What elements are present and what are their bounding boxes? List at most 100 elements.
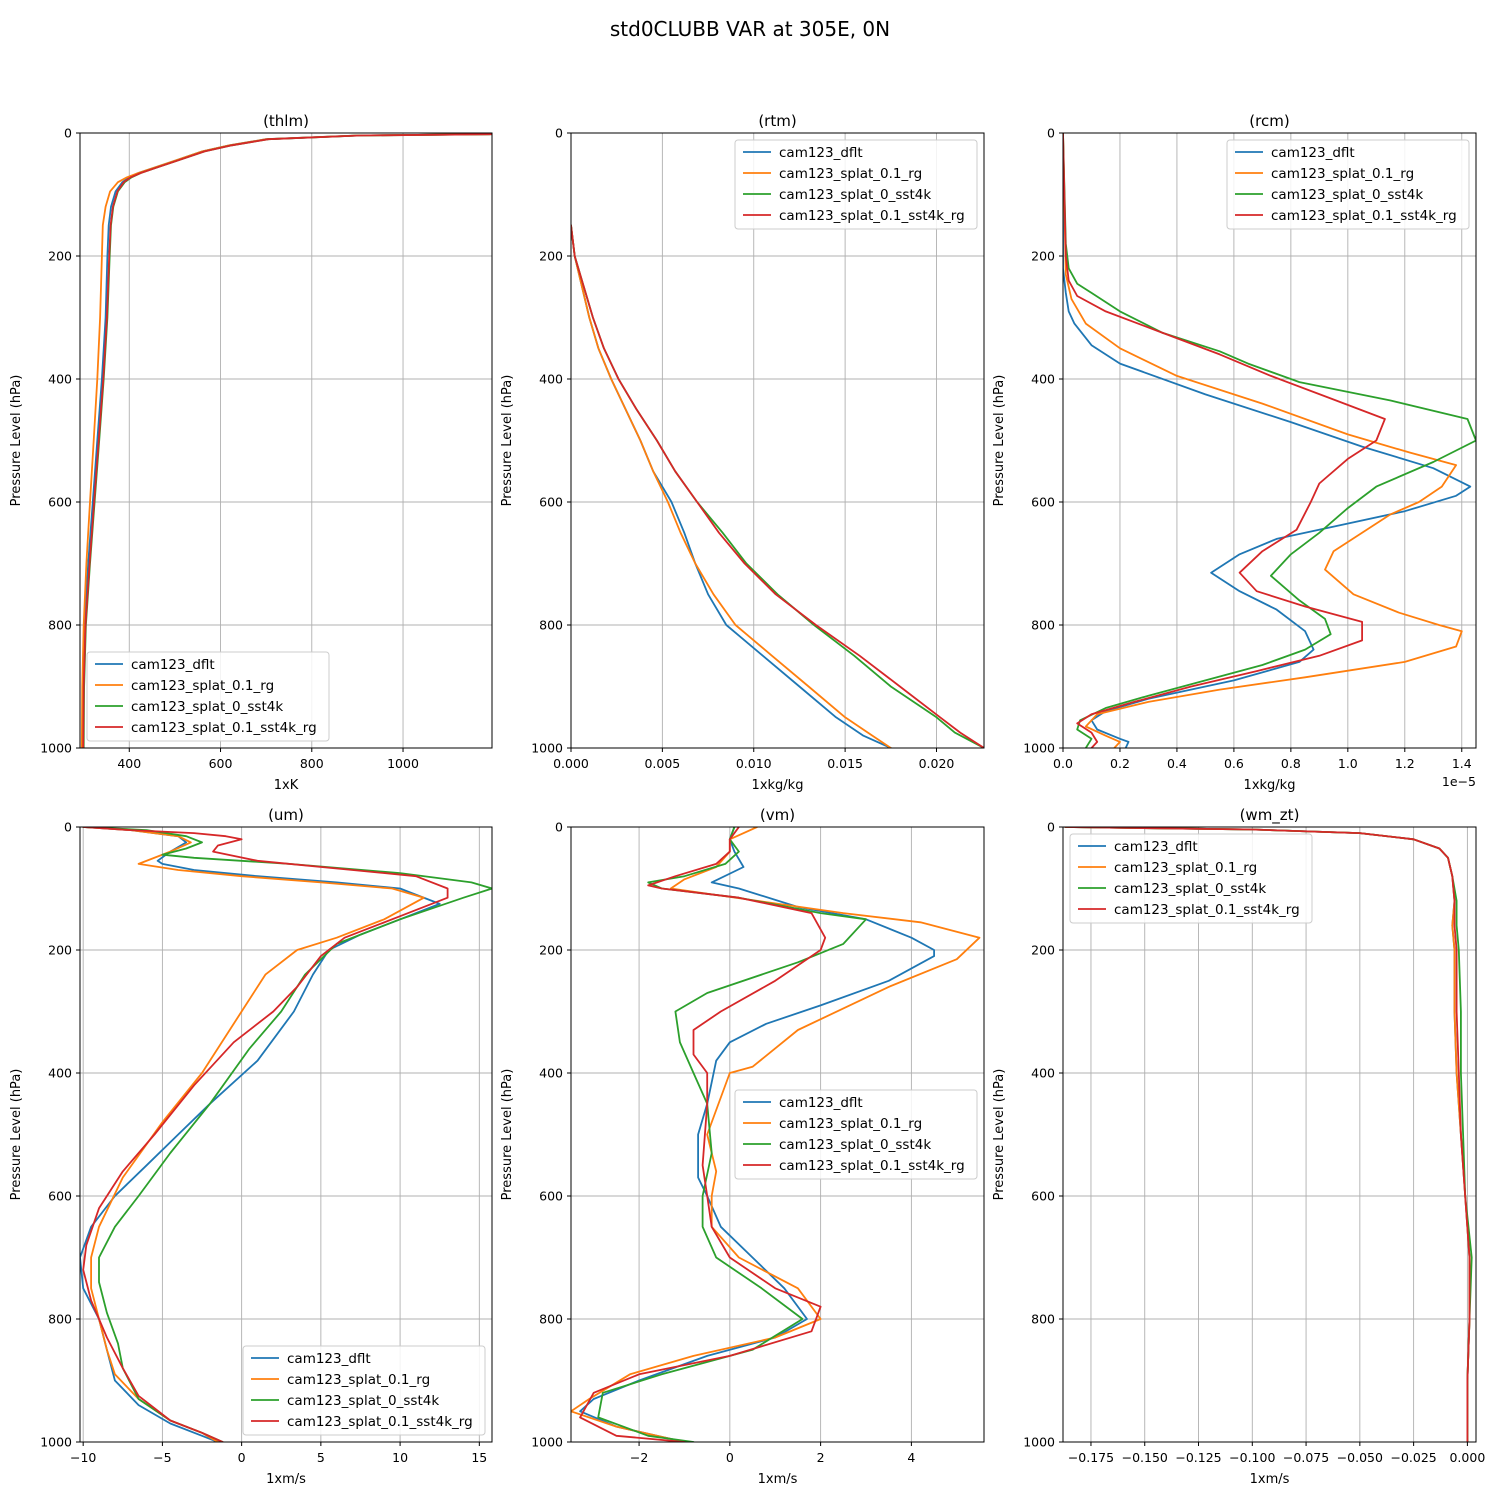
y-tick-label: 400 [1031,1066,1055,1081]
legend-label: cam123_dflt [779,145,863,161]
x-axis-label: 1xm/s [1250,1472,1290,1487]
y-tick-label: 200 [539,249,563,264]
legend-label: cam123_splat_0.1_sst4k_rg [779,208,965,224]
y-tick-label: 1000 [40,741,72,756]
y-axis-label: Pressure Level (hPa) [992,375,1007,507]
y-tick-label: 0 [555,820,563,835]
y-tick-label: 800 [48,618,72,633]
y-tick-label: 400 [1031,372,1055,387]
y-tick-label: 0 [1047,820,1055,835]
legend-label: cam123_splat_0.1_rg [131,678,274,694]
y-tick-label: 0 [64,126,72,141]
x-tick-label: 0.000 [1449,1450,1485,1465]
x-tick-label: 5 [317,1450,325,1465]
chart-panel-4: −10 −5 0 5 10 15 0 200 400 600 800 1000 (um) 1xm/s Pre… [9,806,493,1487]
x-tick-label: 400 [117,756,141,771]
legend-label: cam123_splat_0.1_rg [287,1372,430,1388]
x-tick-label: 1.0 [1338,756,1358,771]
series-line-cam123-splat-0-sst4k [571,224,984,748]
series-line-cam123-splat-0-sst4k [82,827,492,1442]
y-tick-label: 800 [48,1312,72,1327]
y-tick-label: 600 [48,1189,72,1204]
legend-label: cam123_splat_0.1_rg [779,166,922,182]
x-tick-label: 0.2 [1110,756,1130,771]
x-tick-label: 1.2 [1395,756,1415,771]
x-tick-label: 800 [300,756,324,771]
y-tick-label: 0 [555,126,563,141]
panel-title: (vm) [760,806,795,824]
y-tick-label: 200 [48,943,72,958]
y-axis-label: Pressure Level (hPa) [500,1069,515,1201]
series-line-cam123-splat-0-1-rg [82,827,425,1442]
panel-title: (rtm) [758,112,796,130]
y-tick-label: 1000 [531,741,563,756]
y-tick-label: 0 [64,820,72,835]
legend-label: cam123_dflt [779,1095,863,1111]
y-tick-label: 200 [539,943,563,958]
chart-panel-2: 0.000 0.005 0.010 0.015 0.020 0 200 400 600 800 10… [500,112,985,793]
series-line-cam123-splat-0-1-sst4k-rg [571,224,984,748]
legend-label: cam123_dflt [287,1351,371,1367]
x-tick-label: 0.015 [827,756,863,771]
series-line-cam123-splat-0-1-rg [571,827,981,1442]
y-tick-label: 1000 [1023,1435,1055,1450]
chart-panel-1: 400 600 800 1000 0 200 400 600 800 1000 (thlm) 1xK P… [9,112,493,793]
series-line-cam123-splat-0-1-rg [571,224,892,748]
x-axis-label: 1xkg/kg [752,778,804,793]
x-tick-label: 0.0 [1053,756,1073,771]
x-axis-label: 1xkg/kg [1244,778,1296,793]
y-tick-label: 1000 [1023,741,1055,756]
y-tick-label: 800 [539,618,563,633]
legend-label: cam123_splat_0.1_sst4k_rg [287,1414,473,1430]
legend: cam123_dflt cam123_splat_0.1_rg cam123_spl… [86,651,330,742]
x-tick-label: 0.005 [644,756,680,771]
y-tick-label: 400 [539,1066,563,1081]
x-tick-label: 1.4 [1452,756,1472,771]
y-tick-label: 600 [1031,495,1055,510]
y-tick-label: 600 [539,1189,563,1204]
x-tick-label: 0.6 [1224,756,1244,771]
series-line-cam123-splat-0-1-sst4k-rg [579,827,827,1442]
series-line-cam123-splat-0-1-sst4k-rg [82,827,449,1442]
legend: cam123_dflt cam123_splat_0.1_rg cam123_spl… [242,1345,486,1436]
legend-label: cam123_splat_0.1_sst4k_rg [131,720,317,736]
legend-label: cam123_splat_0.1_sst4k_rg [779,1158,965,1174]
x-axis-label: 1xm/s [758,1472,798,1487]
x-axis-label: 1xm/s [266,1472,306,1487]
y-tick-label: 1000 [531,1435,563,1450]
plot-frame [570,132,985,749]
panel-title: (wm_zt) [1240,806,1300,825]
y-tick-label: 600 [1031,1189,1055,1204]
y-tick-label: 0 [1047,126,1055,141]
x-tick-label: −0.150 [1122,1450,1168,1465]
x-tick-label: 2 [817,1450,825,1465]
legend-label: cam123_splat_0.1_sst4k_rg [1271,208,1457,224]
x-tick-label: −10 [70,1450,96,1465]
x-tick-label: 600 [209,756,233,771]
x-tick-label: 0 [238,1450,246,1465]
y-tick-label: 400 [48,372,72,387]
x-tick-label: −0.175 [1068,1450,1114,1465]
x-tick-label: −0.125 [1175,1450,1221,1465]
legend: cam123_dflt cam123_splat_0.1_rg cam123_spl… [1069,833,1313,924]
series-line-cam123-splat-0-1-sst4k-rg [1064,827,1471,1442]
x-tick-label: −5 [153,1450,171,1465]
x-tick-label: 0.020 [919,756,955,771]
x-tick-label: 0.000 [553,756,589,771]
x-tick-label: −0.025 [1390,1450,1436,1465]
y-tick-label: 400 [48,1066,72,1081]
series-line-cam123-splat-0-sst4k [1063,133,1476,748]
y-tick-label: 1000 [40,1435,72,1450]
figure-title: std0CLUBB VAR at 305E, 0N [610,17,890,41]
x-tick-label: 0.010 [736,756,772,771]
panels: 400 600 800 100002004006008001000(thlm)1xKP… [9,112,1485,1487]
panel-title: (rcm) [1249,112,1289,130]
plot-frame [570,826,985,1443]
x-tick-label: −2 [630,1450,648,1465]
legend-label: cam123_splat_0_sst4k [131,699,283,715]
x-tick-label: 4 [907,1450,915,1465]
y-tick-label: 800 [1031,618,1055,633]
y-tick-label: 800 [1031,1312,1055,1327]
panel-title: (um) [268,806,304,824]
x-tick-label: −0.100 [1229,1450,1275,1465]
